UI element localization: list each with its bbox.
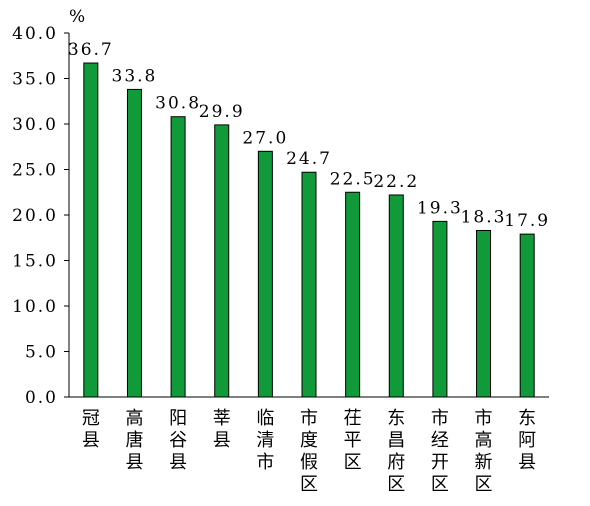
x-category-char: 东 <box>387 408 405 429</box>
x-category-char: 度 <box>300 430 318 451</box>
x-category-char: 新 <box>475 452 493 473</box>
x-category-char: 谷 <box>169 430 187 451</box>
x-category-char: 经 <box>431 430 449 451</box>
y-tick-label: 20.0 <box>12 206 58 226</box>
x-category-char: 莘 <box>213 408 231 429</box>
y-axis: 0.0 5.0 10.0 15.0 20.0 25.0 30.0 35.0 40.0 <box>12 24 70 408</box>
x-category-char: 临 <box>256 408 274 429</box>
x-category-char: 县 <box>82 430 100 451</box>
x-category-char: 冠 <box>82 408 100 429</box>
value-labels: 36.7 33.8 30.829.9 27.024.722.522.2 19.318.3… <box>68 40 550 231</box>
y-tick-label: 15.0 <box>12 252 58 272</box>
x-category-label: 临清市 <box>256 408 274 473</box>
bar <box>432 220 448 398</box>
x-category-label: 冠县 <box>82 408 100 451</box>
x-category-char: 茌 <box>344 408 362 429</box>
y-tick-label: 30.0 <box>12 115 58 135</box>
x-category-char: 清 <box>256 430 274 451</box>
bar <box>126 88 142 398</box>
bar <box>388 194 404 398</box>
x-category-char: 平 <box>344 430 362 451</box>
x-category-char: 东 <box>518 408 536 429</box>
x-category-char: 县 <box>169 452 187 473</box>
bar-value-label: 27.0 <box>242 128 288 148</box>
bar-value-label: 22.5 <box>330 169 376 189</box>
bar-value-label: 18.3 <box>461 207 507 227</box>
bar-value-label: 33.8 <box>112 66 158 86</box>
bar <box>476 229 492 398</box>
x-category-char: 市 <box>256 452 274 473</box>
y-unit-label: % <box>69 7 85 27</box>
x-category-char: 区 <box>475 474 493 495</box>
bar <box>301 171 317 398</box>
x-category-label: 阳谷县 <box>169 408 187 473</box>
bar <box>83 62 99 398</box>
x-category-char: 县 <box>125 452 143 473</box>
bar <box>519 233 535 398</box>
x-category-char: 高 <box>125 408 143 429</box>
y-tick-label: 40.0 <box>12 24 58 44</box>
bar <box>170 116 186 398</box>
x-category-char: 区 <box>300 474 318 495</box>
x-category-label: 东昌府区 <box>387 408 405 495</box>
y-tick-label: 35.0 <box>12 70 58 90</box>
x-category-char: 唐 <box>125 430 143 451</box>
x-category-char: 市 <box>300 408 318 429</box>
bar-value-label: 29.9 <box>199 102 245 122</box>
x-category-char: 阿 <box>518 430 536 451</box>
x-category-label: 高唐县 <box>125 408 143 473</box>
bar-value-label: 22.2 <box>373 172 419 192</box>
x-category-char: 区 <box>387 474 405 495</box>
x-category-label: 莘县 <box>213 408 231 451</box>
x-category-char: 高 <box>475 430 493 451</box>
bar-value-label: 36.7 <box>68 40 114 60</box>
y-tick-label: 10.0 <box>12 297 58 317</box>
x-category-label: 市度假区 <box>300 408 318 495</box>
x-category-label: 东阿县 <box>518 408 536 473</box>
x-category-label: 市经开区 <box>431 408 449 495</box>
x-category-char: 开 <box>431 452 449 473</box>
x-category-char: 市 <box>431 408 449 429</box>
x-category-char: 阳 <box>169 408 187 429</box>
x-category-char: 县 <box>213 430 231 451</box>
bar <box>345 191 361 398</box>
x-category-char: 区 <box>344 452 362 473</box>
x-category-char: 假 <box>300 452 318 473</box>
bar <box>214 124 230 398</box>
bar-value-label: 17.9 <box>504 211 550 231</box>
bar-value-label: 30.8 <box>155 94 201 114</box>
x-category-char: 市 <box>475 408 493 429</box>
y-tick-label: 25.0 <box>12 161 58 181</box>
x-category-char: 昌 <box>387 430 405 451</box>
x-category-char: 县 <box>518 452 536 473</box>
bar-value-label: 24.7 <box>286 149 332 169</box>
bars <box>83 62 535 398</box>
y-tick-label: 0.0 <box>25 388 58 408</box>
x-category-label: 茌平区 <box>344 408 362 473</box>
x-category-char: 区 <box>431 474 449 495</box>
bar <box>257 150 273 398</box>
bar-value-label: 19.3 <box>417 198 463 218</box>
x-category-char: 府 <box>387 452 405 473</box>
y-tick-label: 5.0 <box>25 343 58 363</box>
x-category-label: 市高新区 <box>475 408 493 495</box>
